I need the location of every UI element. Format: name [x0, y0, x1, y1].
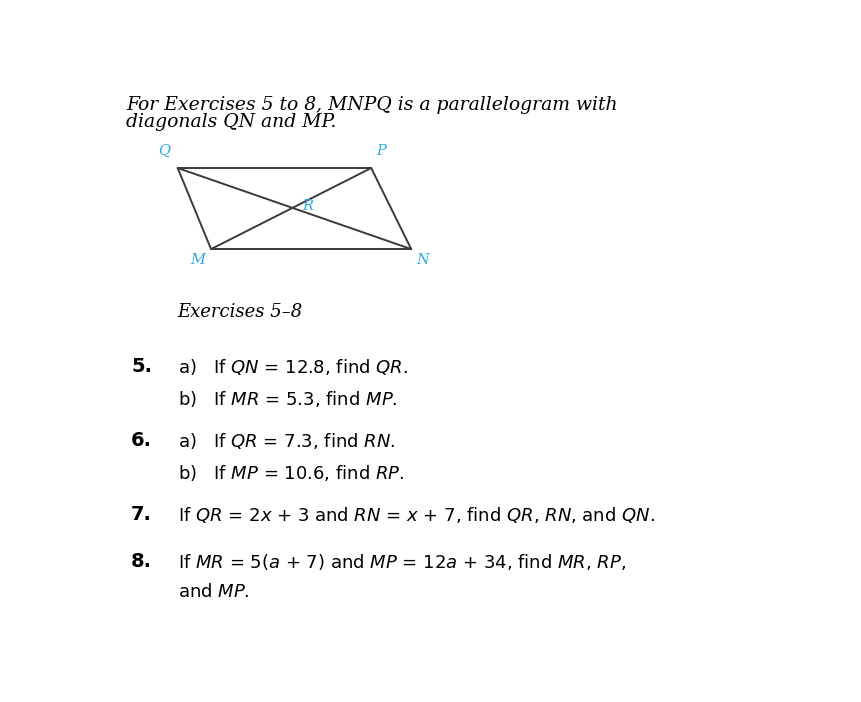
- Text: and $\mathit{MP}$.: and $\mathit{MP}$.: [177, 583, 250, 601]
- Text: If $\mathit{QR}$ = 2$\mathit{x}$ + 3 and $\mathit{RN}$ = $\mathit{x}$ + 7, find : If $\mathit{QR}$ = 2$\mathit{x}$ + 3 and…: [177, 505, 654, 525]
- Text: a)   If $\mathit{QR}$ = 7.3, find $\mathit{RN}$.: a) If $\mathit{QR}$ = 7.3, find $\mathit…: [177, 431, 395, 451]
- Text: 5.: 5.: [131, 357, 152, 376]
- Text: N: N: [417, 253, 430, 267]
- Text: a)   If $\mathit{QN}$ = 12.8, find $\mathit{QR}$.: a) If $\mathit{QN}$ = 12.8, find $\mathi…: [177, 357, 408, 377]
- Text: b)   If $\mathit{MR}$ = 5.3, find $\mathit{MP}$.: b) If $\mathit{MR}$ = 5.3, find $\mathit…: [177, 389, 397, 409]
- Text: diagonals QN and MP.: diagonals QN and MP.: [127, 114, 337, 131]
- Text: M: M: [191, 253, 206, 267]
- Text: Exercises 5–8: Exercises 5–8: [177, 303, 303, 321]
- Text: 6.: 6.: [131, 431, 152, 450]
- Text: For Exercises 5 to 8, MNPQ is a parallelogram with: For Exercises 5 to 8, MNPQ is a parallel…: [127, 96, 618, 114]
- Text: If $\mathit{MR}$ = 5($\mathit{a}$ + 7) and $\mathit{MP}$ = 12$\mathit{a}$ + 34, : If $\mathit{MR}$ = 5($\mathit{a}$ + 7) a…: [177, 552, 626, 572]
- Text: R: R: [302, 199, 313, 213]
- Text: 8.: 8.: [131, 552, 152, 571]
- Text: P: P: [376, 145, 387, 158]
- Text: Q: Q: [158, 145, 170, 158]
- Text: b)   If $\mathit{MP}$ = 10.6, find $\mathit{RP}$.: b) If $\mathit{MP}$ = 10.6, find $\mathi…: [177, 463, 404, 482]
- Text: 7.: 7.: [131, 505, 152, 524]
